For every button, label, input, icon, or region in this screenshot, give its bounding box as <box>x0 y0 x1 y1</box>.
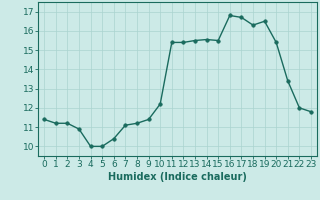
X-axis label: Humidex (Indice chaleur): Humidex (Indice chaleur) <box>108 172 247 182</box>
